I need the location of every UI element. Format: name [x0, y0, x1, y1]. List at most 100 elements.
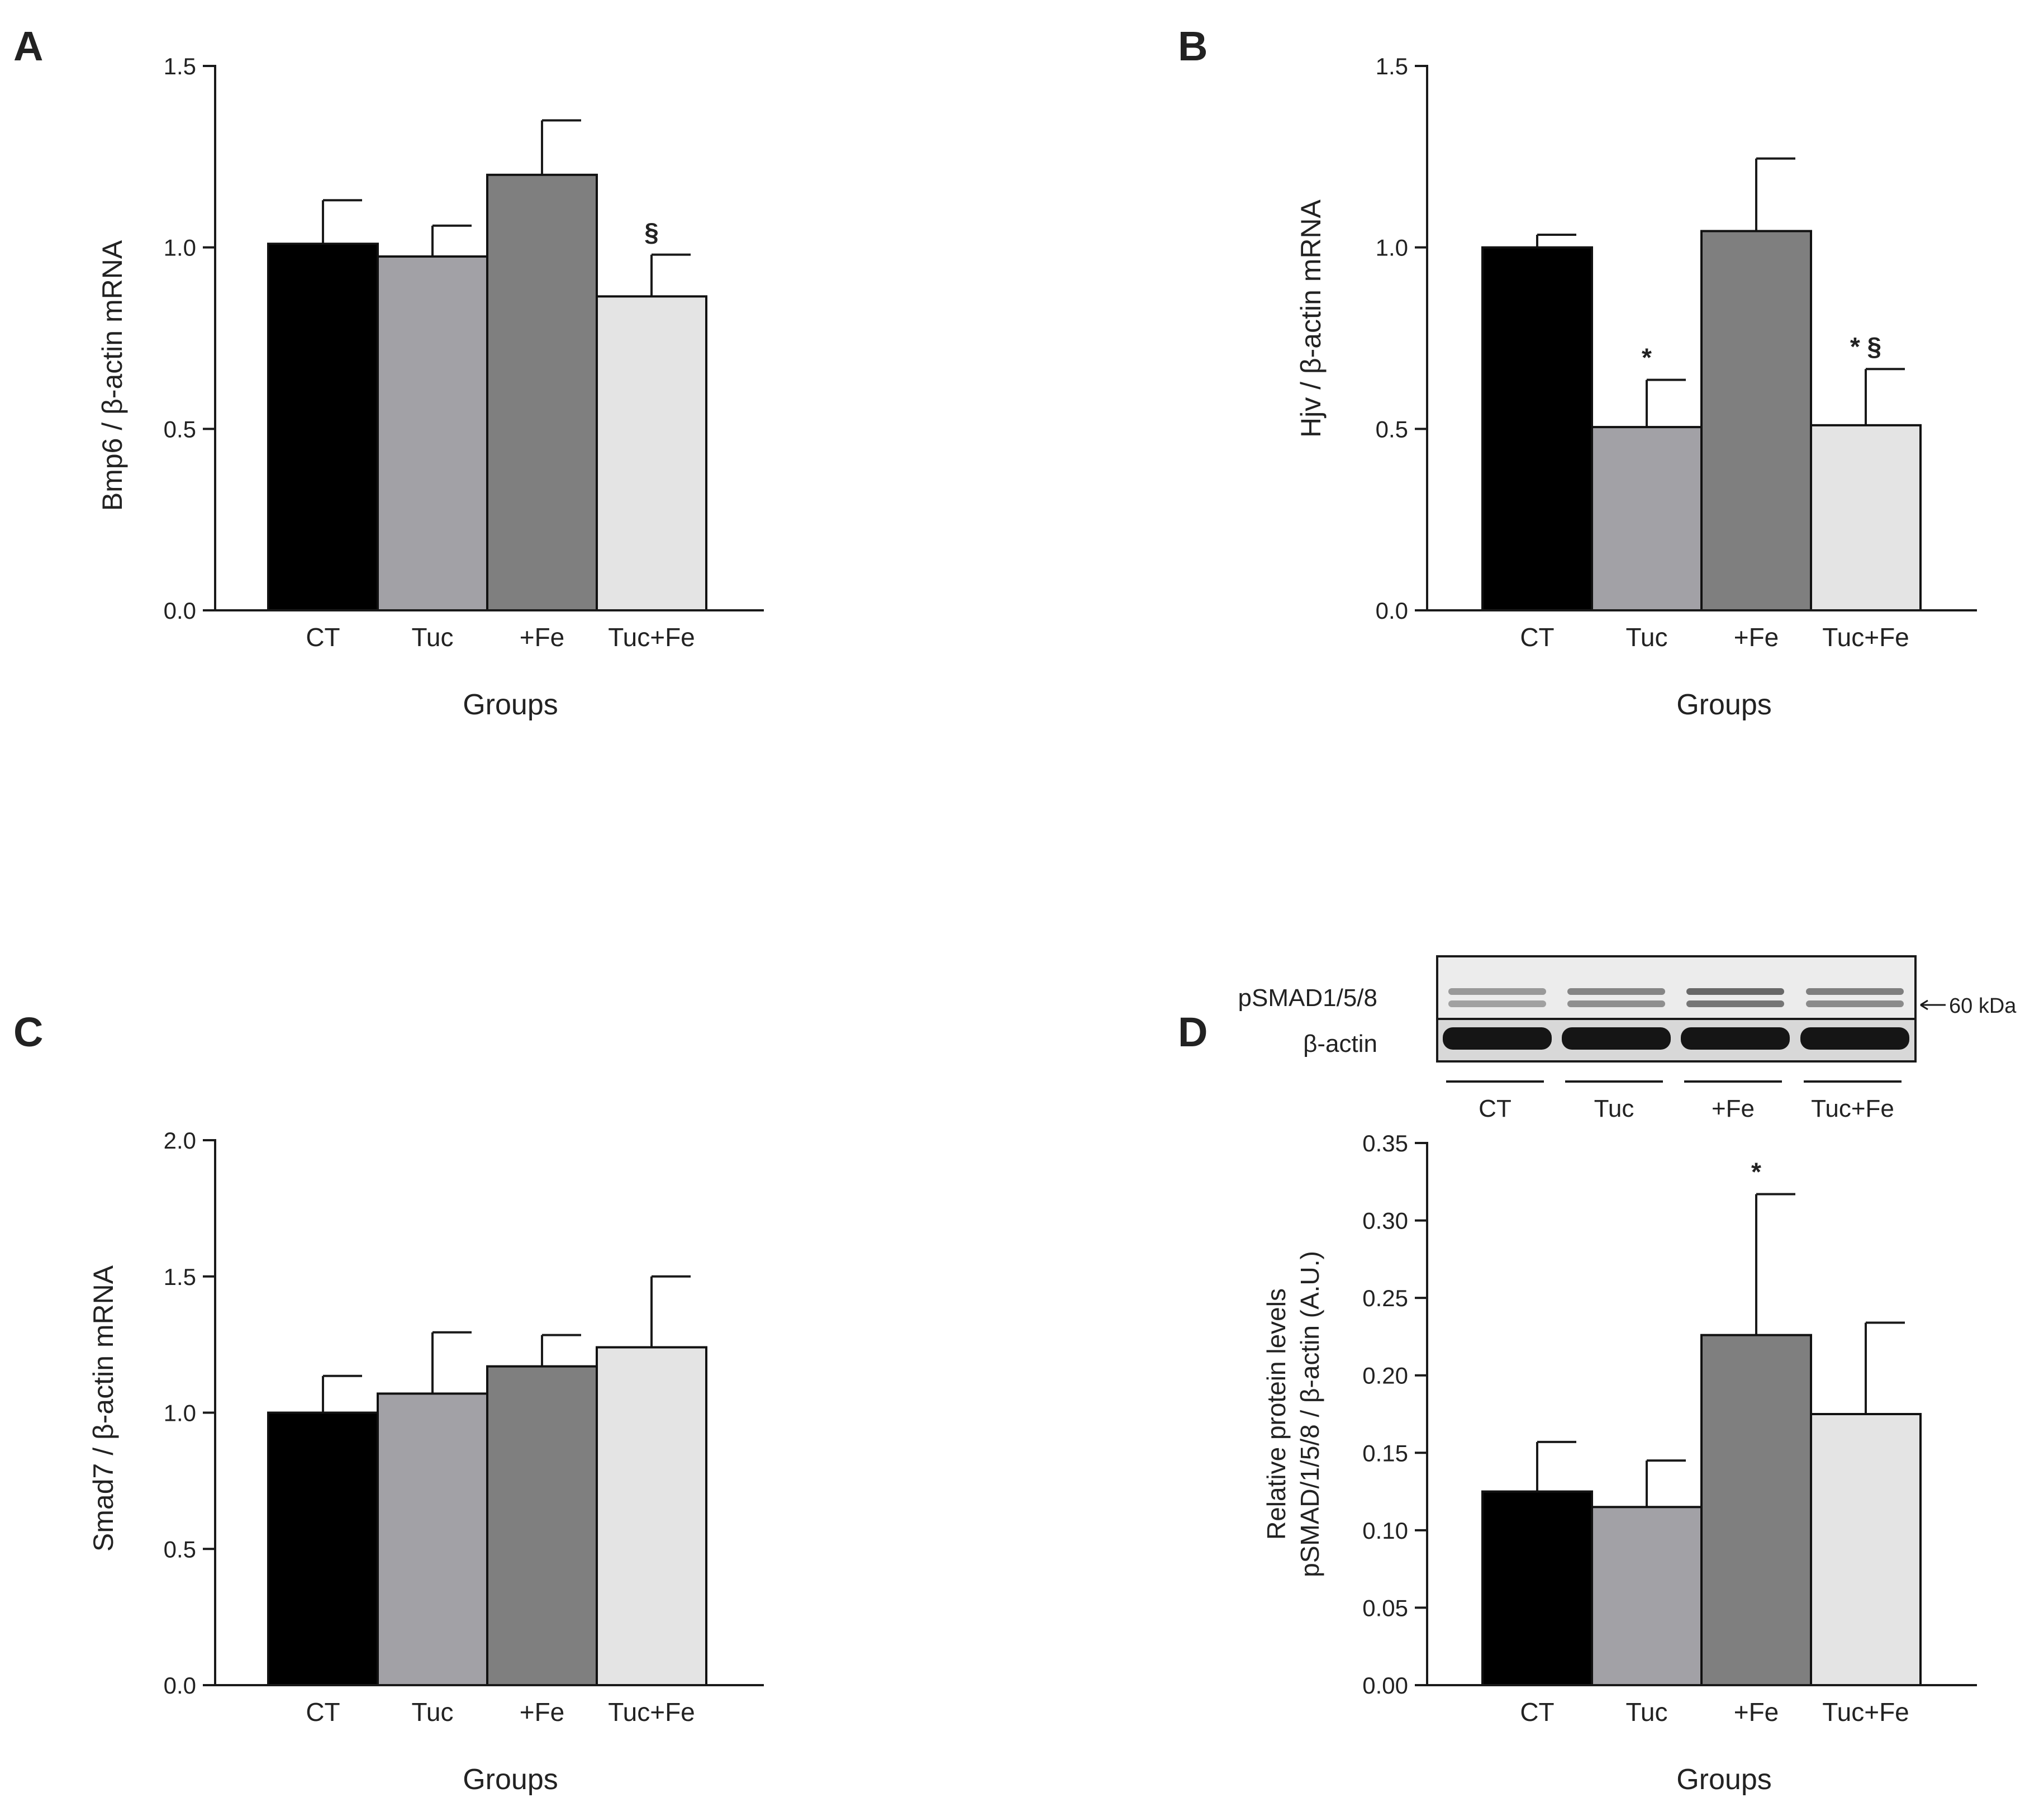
blot-bands — [1443, 988, 1909, 1050]
bar-tuc — [377, 255, 488, 611]
bar-ct — [1481, 246, 1593, 611]
x-tick-label: Tuc+Fe — [608, 623, 695, 652]
y-tick-label: 1.5 — [1376, 53, 1408, 79]
actin-band — [1443, 1027, 1552, 1050]
y-tick-label: 1.5 — [164, 53, 196, 79]
psmad-band-upper — [1567, 988, 1665, 995]
panel-c: C — [13, 1009, 43, 1055]
x-tick-label: Tuc — [412, 623, 454, 652]
y-tick-label: 0.30 — [1362, 1208, 1408, 1234]
blot-label-psmad: pSMAD1/5/8 — [1238, 984, 1377, 1012]
x-axis-title: Groups — [463, 689, 558, 721]
bar-ct — [1481, 1490, 1593, 1687]
psmad-band-upper — [1806, 988, 1904, 995]
y-axis-title: Smad7 / β-actin mRNA — [88, 1265, 119, 1552]
bar-plus-fe — [486, 1365, 598, 1686]
blot-marker-label: 60 kDa — [1949, 994, 2017, 1018]
x-tick-label: +Fe — [1734, 1697, 1779, 1727]
blot-psmad-strip — [1436, 955, 1917, 1020]
y-tick-label: 1.0 — [1376, 235, 1408, 261]
x-tick-label: Tuc+Fe — [1822, 1697, 1909, 1727]
actin-band — [1800, 1027, 1909, 1050]
x-tick-label: CT — [306, 623, 340, 652]
bar-tucplus-fe — [596, 295, 707, 611]
bar-ct — [267, 243, 379, 611]
actin-band — [1562, 1027, 1671, 1050]
bar-plus-fe — [486, 173, 598, 611]
panel-b: B — [1178, 23, 1208, 69]
x-tick-label: +Fe — [1734, 623, 1779, 652]
x-tick-label: Tuc+Fe — [1822, 623, 1909, 652]
y-tick-label: 0.5 — [1376, 416, 1408, 442]
western-blot: pSMAD1/5/8 β-actin 60 kDa CT Tuc +Fe Tuc+Fe — [1238, 955, 2017, 1122]
bar-tuc — [377, 1392, 488, 1686]
panel-a: A — [13, 23, 43, 69]
x-tick-label: CT — [1520, 1697, 1554, 1727]
bar-plus-fe — [1700, 1334, 1812, 1687]
bar-plus-fe — [1700, 230, 1812, 611]
bar-tucplus-fe — [1810, 1413, 1922, 1686]
y-tick-label: 0.0 — [1376, 597, 1408, 624]
x-tick-label: CT — [1520, 623, 1554, 652]
psmad-band-upper — [1448, 988, 1546, 995]
arrow-left-icon — [1920, 999, 1928, 1011]
y-axis-title: Hjv / β-actin mRNA — [1295, 199, 1327, 438]
y-tick-label: 0.25 — [1362, 1285, 1408, 1311]
panel-label: C — [13, 1009, 43, 1055]
y-tick-label: 0.20 — [1362, 1363, 1408, 1389]
x-tick-label: Tuc — [412, 1697, 454, 1727]
x-axis-title: Groups — [1676, 1763, 1772, 1796]
bar-tucplus-fe — [596, 1346, 707, 1686]
psmad-band-lower — [1567, 1000, 1665, 1007]
x-axis-title: Groups — [463, 1763, 558, 1796]
y-tick-label: 0.10 — [1362, 1517, 1408, 1544]
chart-c: CT Tuc +Fe Tuc+Fe0.00.51.01.52.0GroupsSmad7… — [88, 1127, 764, 1796]
blot-lane-labels: CT Tuc +Fe Tuc+Fe — [1446, 1080, 1902, 1122]
blot-lane-label: Tuc — [1594, 1095, 1634, 1122]
x-tick-label: +Fe — [520, 623, 565, 652]
panel-d: D pSMAD1/5/8 β-actin 60 kDa CT Tuc +Fe Tuc+… — [1178, 955, 2017, 1122]
y-tick-label: 2.0 — [164, 1127, 196, 1154]
blot-lane-label: +Fe — [1712, 1095, 1755, 1122]
y-tick-label: 0.05 — [1362, 1595, 1408, 1621]
x-tick-label: Tuc+Fe — [608, 1697, 695, 1727]
bar-ct — [267, 1411, 379, 1686]
y-axis-title-line2: pSMAD/1/5/8 / β-actin (A.U.) — [1295, 1251, 1324, 1577]
chart-b: CT*Tuc +Fe* §Tuc+Fe0.00.51.01.5GroupsHjv … — [1295, 53, 1977, 721]
blot-lane-label: CT — [1479, 1095, 1511, 1122]
blot-label-actin: β-actin — [1303, 1030, 1377, 1057]
panel-label: B — [1178, 23, 1208, 69]
panel-label: A — [13, 23, 43, 69]
psmad-band-lower — [1686, 1000, 1784, 1007]
x-axis-title: Groups — [1676, 689, 1772, 721]
psmad-band-lower — [1448, 1000, 1546, 1007]
bar-tuc — [1591, 1506, 1703, 1686]
y-tick-label: 0.35 — [1362, 1130, 1408, 1156]
y-axis-title: Bmp6 / β-actin mRNA — [97, 240, 128, 511]
y-axis-title-line1: Relative protein levels — [1262, 1288, 1291, 1540]
x-tick-label: CT — [306, 1697, 340, 1727]
x-tick-label: +Fe — [520, 1697, 565, 1727]
y-tick-label: 1.0 — [164, 1400, 196, 1426]
bar-tucplus-fe — [1810, 424, 1922, 612]
y-tick-label: 0.0 — [164, 597, 196, 624]
y-tick-label: 0.5 — [164, 416, 196, 442]
y-tick-label: 0.15 — [1362, 1440, 1408, 1466]
x-tick-label: Tuc — [1626, 623, 1668, 652]
psmad-band-lower — [1806, 1000, 1904, 1007]
significance-label: § — [644, 218, 659, 247]
y-tick-label: 0.0 — [164, 1672, 196, 1699]
y-tick-label: 1.5 — [164, 1264, 196, 1290]
chart-d: CT Tuc * +Fe Tuc+Fe 0.00 0.05 0.10 0.15 0.20 0.25 0… — [1262, 1130, 1977, 1796]
significance-label: * — [1642, 343, 1652, 372]
significance-label: * § — [1850, 332, 1881, 361]
y-tick-label: 1.0 — [164, 235, 196, 261]
significance-label: * — [1751, 1157, 1761, 1186]
psmad-band-upper — [1686, 988, 1784, 995]
blot-lane-label: Tuc+Fe — [1811, 1095, 1894, 1122]
y-tick-label: 0.5 — [164, 1536, 196, 1562]
panel-label: D — [1178, 1009, 1208, 1055]
